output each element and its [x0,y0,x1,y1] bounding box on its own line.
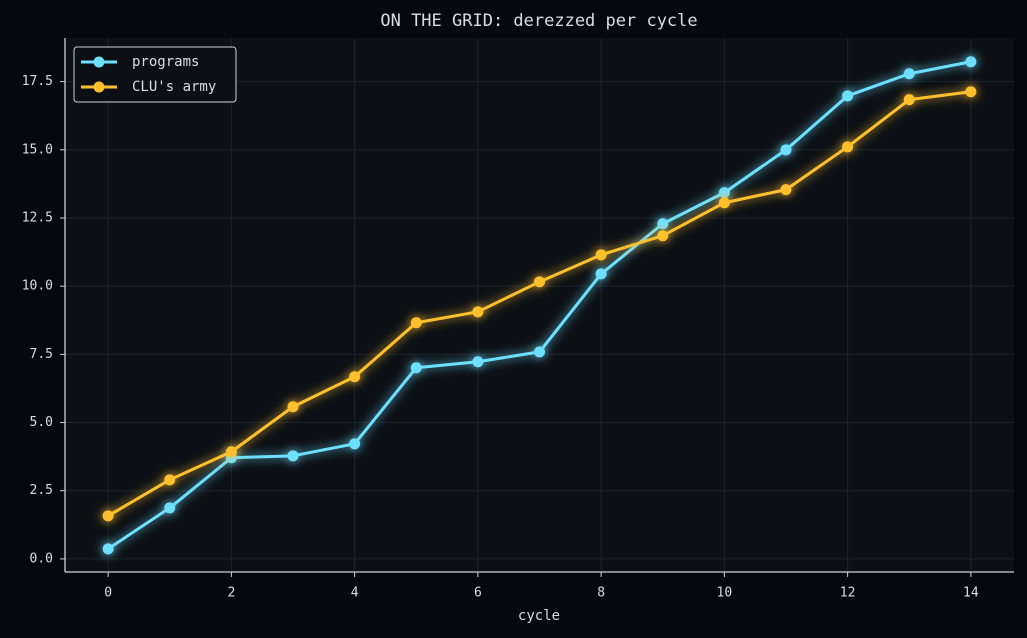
x-axis-label: cycle [518,608,560,624]
point [657,230,669,242]
point [287,401,299,413]
x-tick-label: 2 [227,586,235,601]
legend-label: CLU's army [132,79,216,95]
legend-marker [93,81,105,93]
point [225,446,237,458]
point [534,276,545,288]
point [657,218,669,230]
y-tick-label: 0.0 [30,551,53,566]
x-tick-label: 10 [717,586,733,601]
point [718,197,730,209]
y-tick-label: 10.0 [22,279,53,294]
chart-title: ON THE GRID: derezzed per cycle [380,11,697,31]
point [534,346,545,358]
point [410,362,422,374]
y-tick-label: 17.5 [22,74,53,89]
y-tick-label: 7.5 [30,347,53,362]
point [102,510,114,522]
point [903,68,915,80]
point [349,438,361,450]
point [164,502,176,514]
x-tick-label: 4 [351,586,359,601]
point [595,268,607,280]
series [102,56,977,555]
y-tick-label: 5.0 [30,415,53,430]
point [472,306,484,318]
x-tick-label: 12 [840,586,856,601]
y-tick-label: 2.5 [30,483,53,498]
plot-area [65,38,1014,572]
x-tick-label: 8 [597,586,605,601]
x-tick-label: 0 [104,586,112,601]
point [349,371,361,383]
point [164,474,176,486]
point [965,86,977,98]
point [472,356,484,368]
point [842,141,854,153]
series [102,86,977,522]
legend-label: programs [132,54,199,70]
point [780,184,792,196]
point [965,56,977,68]
y-tick-label: 15.0 [22,142,53,157]
point [718,187,730,199]
point [102,543,114,555]
legend-marker [93,56,105,68]
x-tick-label: 6 [474,586,482,601]
point [595,249,607,261]
point [780,144,792,156]
y-tick-label: 12.5 [22,211,53,226]
point [410,317,422,329]
point [287,450,299,462]
point [903,94,915,106]
point [842,90,854,102]
x-tick-label: 14 [963,586,979,601]
